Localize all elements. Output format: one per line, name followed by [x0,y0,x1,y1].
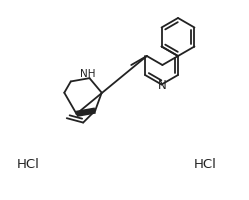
Text: HCl: HCl [17,158,39,171]
Text: HCl: HCl [193,158,216,171]
Text: NH: NH [80,69,95,79]
Text: N: N [158,79,167,92]
